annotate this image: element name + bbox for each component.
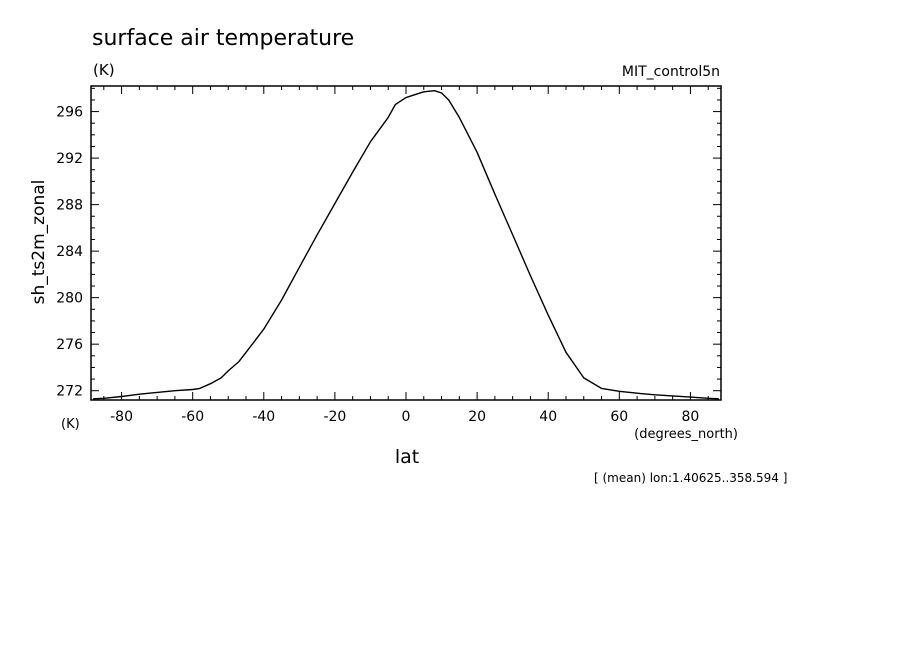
x-axis-label: lat — [395, 446, 419, 468]
x-tick-label: 20 — [468, 409, 486, 425]
plot-frame — [90, 85, 722, 401]
y-tick-label: 292 — [56, 151, 83, 167]
y-axis-label: sh_ts2m_zonal — [29, 180, 49, 305]
x-tick-label: -40 — [252, 409, 275, 425]
series-line — [93, 89, 719, 400]
x-tick-label: 60 — [610, 409, 628, 425]
run-label: MIT_control5n — [622, 64, 720, 80]
y-ticks: 272 276 280 284 288 292 296 — [56, 87, 721, 400]
x-tick-label: 80 — [682, 409, 700, 425]
x-tick-label: -60 — [181, 409, 204, 425]
y-units-label: (K) — [61, 417, 80, 432]
units-label: (K) — [93, 61, 115, 79]
x-tick-label: -80 — [110, 409, 133, 425]
y-tick-label: 280 — [56, 291, 83, 307]
y-tick-label: 284 — [56, 244, 83, 260]
x-units-label: (degrees_north) — [634, 427, 738, 442]
x-tick-label: -20 — [323, 409, 346, 425]
y-tick-label: 276 — [56, 337, 83, 353]
x-tick-label: 40 — [539, 409, 557, 425]
plot-series — [93, 89, 719, 400]
y-tick-label: 288 — [56, 198, 83, 214]
chart-title: surface air temperature — [92, 26, 354, 51]
footnote: [ (mean) lon:1.40625..358.594 ] — [594, 471, 787, 485]
x-tick-label: 0 — [402, 409, 411, 425]
x-ticks: -80 -60 -40 -20 0 20 40 60 80 — [103, 86, 709, 425]
y-tick-label: 272 — [56, 384, 83, 400]
y-tick-label: 296 — [56, 105, 83, 121]
